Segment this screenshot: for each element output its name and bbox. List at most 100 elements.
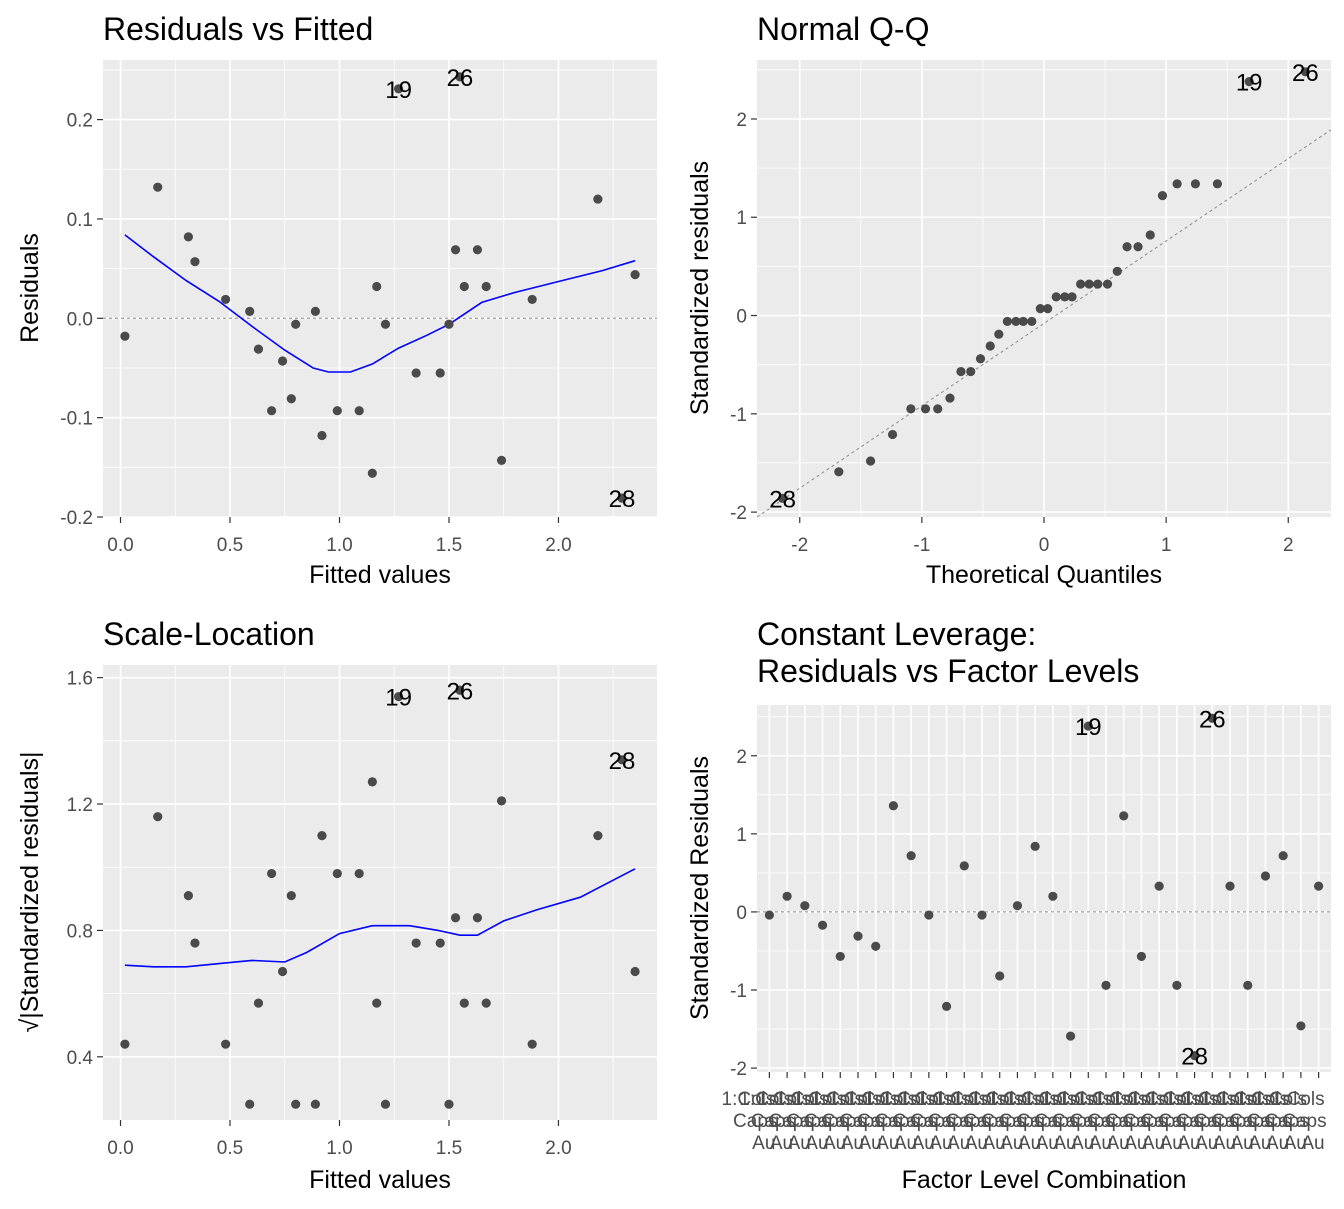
data-point (253, 998, 264, 1008)
x-tick-label: Au (1160, 1133, 1183, 1154)
data-point (286, 891, 296, 901)
point-label: 19 (1075, 714, 1102, 741)
x-tick-label: Caps (1123, 1111, 1167, 1132)
data-point (1212, 179, 1223, 189)
x-tick-label: Au (805, 1133, 828, 1154)
x-tick-label: Au (770, 1133, 793, 1154)
data-point (310, 1099, 321, 1109)
x-tick-label: Caps (804, 1111, 848, 1132)
data-point (1112, 266, 1122, 276)
x-tick-label: Caps (1265, 1111, 1309, 1132)
point-label: 28 (609, 748, 636, 775)
data-point (459, 998, 469, 1008)
x-axis-label: Factor Level Combination (902, 1166, 1187, 1194)
data-point (1030, 841, 1040, 851)
data-point (1002, 316, 1012, 327)
data-point (472, 245, 483, 255)
data-point (190, 257, 200, 267)
x-tick-label: 1:Cols (970, 1089, 1024, 1110)
data-point (481, 281, 491, 292)
panel-1: 0.0 0.5 1.0 1.5 2.0 -0.2 -0.1 0.0 0.1 0.2 19 26 28 Re… (16, 11, 657, 589)
data-point (1084, 279, 1094, 289)
data-point (1243, 980, 1253, 990)
data-point (411, 938, 421, 948)
data-point (183, 232, 193, 242)
data-point (995, 971, 1005, 981)
grid (757, 60, 1331, 517)
data-point (317, 430, 327, 441)
data-point (1027, 316, 1037, 327)
data-point (1035, 304, 1045, 314)
x-tick-label: 1:Cols (1094, 1089, 1148, 1110)
y-tick-label: 1.6 (67, 669, 93, 690)
data-point (630, 269, 640, 280)
x-tick-label: 1:Cols (1253, 1089, 1307, 1110)
y-axis-label: √|Standardized residuals| (16, 751, 44, 1032)
data-point (291, 319, 301, 329)
y-tick-label: -0.2 (60, 508, 93, 529)
data-point (277, 966, 288, 977)
data-point (372, 998, 382, 1008)
x-tick-label: 1 (1161, 535, 1172, 556)
x-tick-label: 1.5 (436, 535, 462, 556)
data-point (245, 1099, 255, 1109)
x-tick-label: Caps (928, 1111, 972, 1132)
smooth-line (124, 234, 636, 373)
x-tick-label: Caps (857, 1111, 901, 1132)
data-point (1172, 179, 1182, 189)
data-point (332, 868, 342, 879)
x-tick-label: 1:Cols (810, 1089, 864, 1110)
y-axis-label: Standardized Residuals (686, 756, 714, 1020)
x-tick-label: Au (1000, 1133, 1023, 1154)
x-tick-label: Caps (751, 1111, 795, 1132)
data-point (1189, 1051, 1200, 1061)
x-tick-label: 1:Cols (1271, 1089, 1325, 1110)
x-tick-label: Caps (768, 1111, 812, 1132)
y-tick-label: 0.4 (67, 1048, 94, 1069)
x-tick-label: 1:Cols (1182, 1089, 1236, 1110)
data-point (354, 868, 364, 879)
data-point (367, 468, 377, 478)
x-tick-label: 1:Cols (846, 1089, 900, 1110)
point-label: 28 (769, 486, 796, 513)
x-tick-label: Caps (1176, 1111, 1220, 1132)
point-label: 19 (385, 685, 412, 712)
data-point (1101, 980, 1111, 990)
y-tick-label: 2 (736, 110, 747, 131)
data-point (945, 393, 955, 403)
data-point (941, 1001, 952, 1012)
x-axis-label: Fitted values (309, 561, 451, 589)
point-label: 28 (1181, 1044, 1208, 1071)
data-point (286, 394, 296, 404)
data-point (1313, 881, 1324, 891)
x-tick-label: -2 (791, 535, 808, 556)
y-tick-label: -2 (730, 503, 747, 524)
x-tick-label: Au (752, 1133, 775, 1154)
data-point (1102, 279, 1113, 289)
x-tick-label: Au (982, 1133, 1005, 1154)
x-tick-label: 0.0 (107, 1138, 133, 1159)
data-point (1051, 292, 1061, 302)
data-point (1260, 871, 1271, 881)
x-tick-label: Caps (1158, 1111, 1202, 1132)
y-tick-label: 1 (736, 208, 747, 229)
data-point (924, 910, 934, 920)
point-label: 26 (447, 65, 474, 92)
x-tick-label: 1:Cols (952, 1089, 1006, 1110)
panel-title: Scale-Location (103, 616, 315, 652)
data-point (153, 812, 163, 822)
data-point (380, 1099, 391, 1109)
data-point (435, 368, 445, 378)
x-tick-label: Caps (1052, 1111, 1096, 1132)
data-point (1048, 891, 1058, 901)
data-point (221, 1039, 231, 1049)
data-point (183, 891, 193, 901)
data-point (277, 356, 288, 366)
data-point (1296, 1021, 1306, 1031)
point-label: 28 (609, 486, 636, 513)
x-tick-label: 1:Cols (899, 1089, 953, 1110)
data-point (455, 72, 465, 82)
x-tick-label: Au (1124, 1133, 1147, 1154)
x-tick-label: Caps (1105, 1111, 1149, 1132)
data-point (617, 493, 627, 503)
